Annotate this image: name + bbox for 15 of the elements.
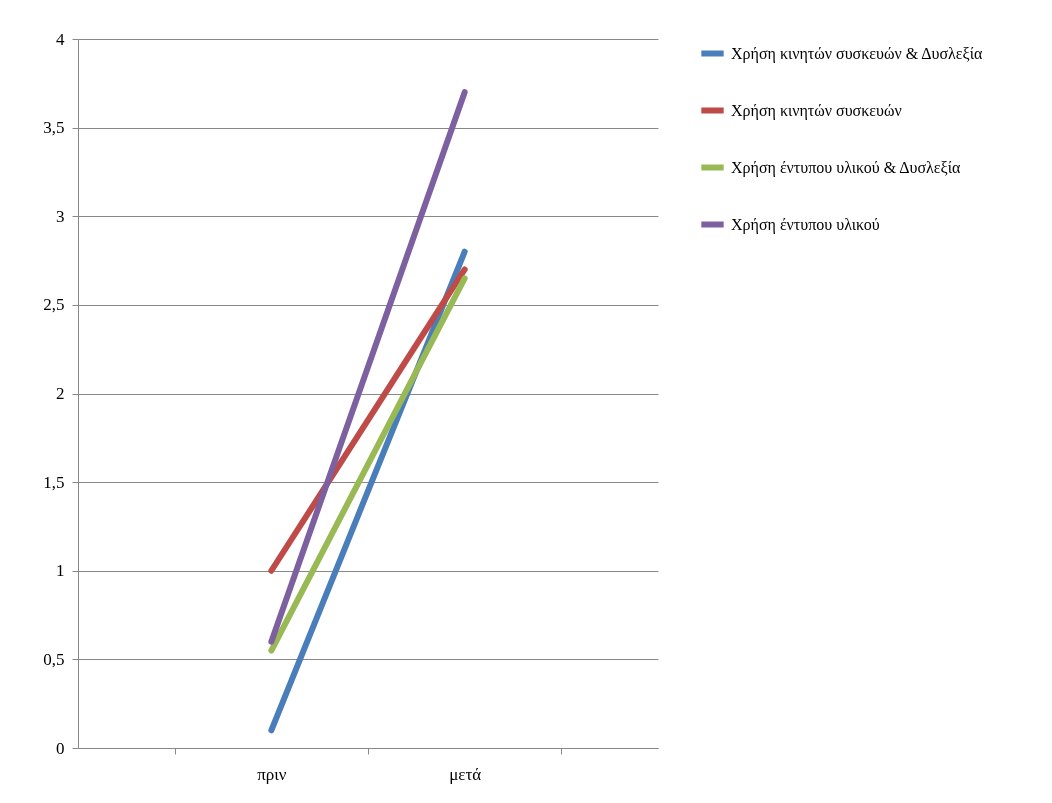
y-tick-label: 3: [56, 206, 65, 226]
y-tick-label: 2: [56, 384, 65, 403]
y-tick-label: 1,5: [43, 472, 65, 492]
y-tick-label: 0: [56, 738, 65, 758]
y-tick-label: 3,5: [43, 118, 65, 138]
y-tick-label: 0,5: [43, 649, 65, 669]
x-tick-label: πριν: [257, 764, 287, 784]
legend-label: Χρήση κινητών συσκευών & Δυσλεξία: [731, 44, 984, 63]
legend-label: Χρήση έντυπου υλικού: [731, 215, 880, 234]
y-tick-label: 1: [56, 561, 65, 581]
legend-label: Χρήση κινητών συσκευών: [731, 101, 902, 120]
legend-label: Χρήση έντυπου υλικού & Δυσλεξία: [731, 158, 961, 177]
y-tick-label: 4: [56, 29, 65, 49]
y-tick-label: 2,5: [43, 295, 65, 315]
x-tick-label: μετά: [449, 764, 482, 784]
